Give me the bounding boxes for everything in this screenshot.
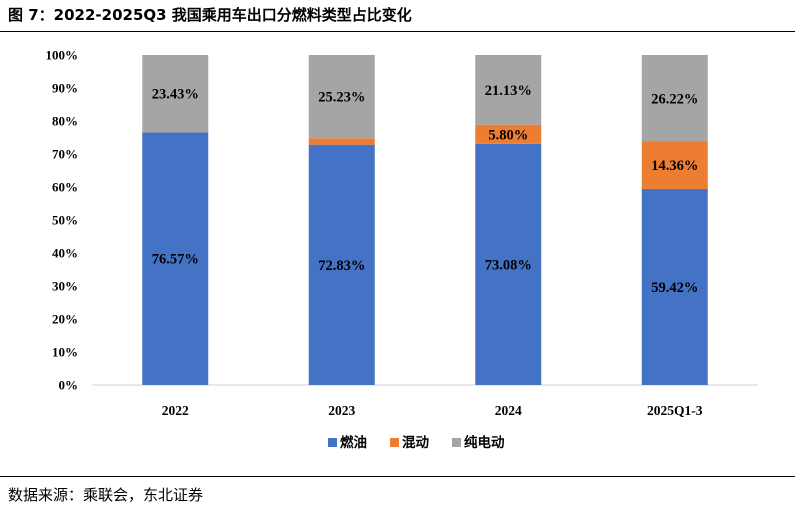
data-label: 76.57%: [152, 252, 199, 268]
x-tick-label: 2022: [162, 403, 189, 418]
y-tick-label: 80%: [52, 114, 78, 129]
bar-segment: [641, 188, 708, 385]
bar-segment: [308, 144, 375, 385]
data-label: 26.22%: [651, 91, 698, 107]
bar-segment: [142, 132, 209, 385]
bar-segment: [641, 141, 708, 189]
bar-segment: [142, 55, 209, 133]
bar-segment: [475, 143, 542, 385]
data-label: 14.36%: [651, 158, 698, 174]
data-label: 23.43%: [152, 87, 199, 103]
y-tick-label: 0%: [59, 378, 79, 393]
y-tick-label: 30%: [52, 279, 78, 294]
legend-label: 混动: [402, 434, 429, 451]
y-tick-label: 10%: [52, 345, 78, 360]
bar-segment: [475, 124, 542, 144]
bar-segment: [308, 138, 375, 145]
stacked-bar-chart: 0%10%20%30%40%50%60%70%80%90%100%76.57%0…: [46, 48, 758, 451]
legend-label: 纯电动: [464, 434, 505, 451]
source-note: 数据来源：乘联会，东北证券: [8, 486, 204, 504]
bar-segment: [475, 54, 542, 125]
bar-segment: [641, 55, 708, 142]
data-label: 5.80%: [488, 127, 528, 143]
legend-label: 燃油: [340, 434, 367, 451]
source-rule: [0, 476, 795, 477]
title-rule: [0, 31, 795, 32]
y-tick-label: 40%: [52, 246, 78, 261]
x-tick-label: 2024: [495, 403, 522, 418]
legend-swatch: [328, 438, 337, 447]
y-tick-label: 20%: [52, 312, 78, 327]
data-label: 59.42%: [651, 280, 698, 296]
bar-segment: [308, 55, 375, 139]
data-label: 73.08%: [485, 257, 532, 273]
data-label: 21.13%: [485, 83, 532, 99]
y-tick-label: 60%: [52, 180, 78, 195]
y-tick-label: 50%: [52, 213, 78, 228]
data-label: 72.83%: [318, 258, 365, 274]
y-tick-label: 90%: [52, 81, 78, 96]
legend-swatch: [390, 438, 399, 447]
x-tick-label: 2023: [328, 403, 355, 418]
x-tick-label: 2025Q1-3: [647, 403, 703, 418]
figure-title: 图 7：2022-2025Q3 我国乘用车出口分燃料类型占比变化: [8, 6, 412, 24]
data-label: 25.23%: [318, 90, 365, 106]
legend-swatch: [452, 438, 461, 447]
y-tick-label: 70%: [52, 147, 78, 162]
y-tick-label: 100%: [46, 48, 79, 63]
